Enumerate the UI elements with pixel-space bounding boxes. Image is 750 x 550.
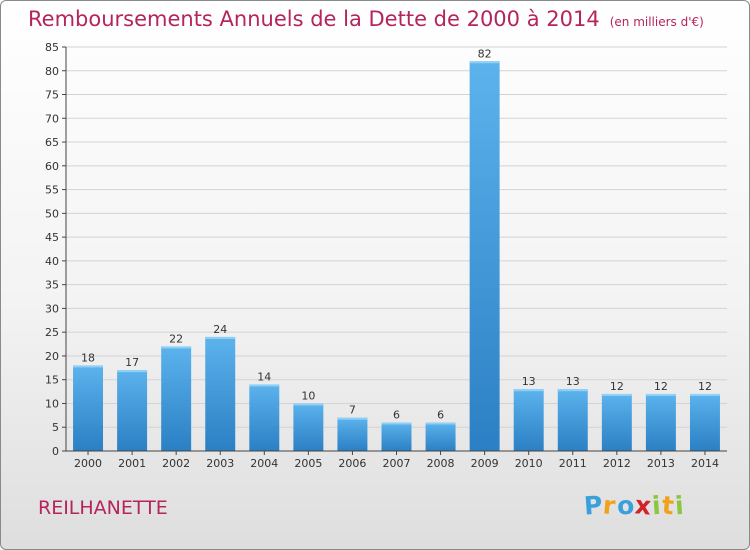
- y-tick-label: 0: [52, 445, 59, 458]
- y-tick-label: 35: [45, 279, 59, 292]
- title-unit: (en milliers d'€): [609, 15, 704, 29]
- y-tick-label: 10: [45, 397, 59, 410]
- bar-top-highlight: [557, 389, 588, 392]
- value-label-2013: 12: [654, 380, 668, 393]
- bar-2013: [645, 393, 676, 451]
- x-tick-label-2011: 2011: [559, 457, 587, 470]
- value-labels: 18 17 22 24 14 10 7 6 6 82 13 13 12 12 12: [81, 47, 712, 421]
- value-label-2009: 82: [478, 47, 492, 60]
- value-label-2012: 12: [610, 380, 624, 393]
- bar-top-highlight: [293, 403, 324, 406]
- logo-letter: i: [673, 490, 686, 521]
- y-tick-label: 80: [45, 65, 59, 78]
- y-tick-label: 50: [45, 207, 59, 220]
- bar-2011: [557, 389, 588, 451]
- y-tick-label: 40: [45, 255, 59, 268]
- logo-letter: o: [615, 490, 636, 521]
- bar-2012: [601, 393, 632, 451]
- bar-top-highlight: [249, 384, 280, 387]
- x-tick-label-2001: 2001: [118, 457, 146, 470]
- value-label-2010: 13: [522, 375, 536, 388]
- bar-top-highlight: [337, 417, 368, 420]
- value-label-2004: 14: [257, 370, 271, 383]
- bar-2001: [117, 370, 148, 451]
- x-tick-label-2012: 2012: [603, 457, 631, 470]
- value-label-2007: 6: [393, 408, 400, 421]
- y-tick-label: 60: [45, 160, 59, 173]
- value-label-2005: 10: [301, 389, 315, 402]
- y-axis-ticks: 0 5 10 15 20 25 30 35 40 45 50 55 60 65 70 75 80 85: [45, 41, 66, 458]
- bar-top-highlight: [425, 422, 456, 425]
- x-tick-label-2000: 2000: [74, 457, 102, 470]
- y-tick-label: 30: [45, 302, 59, 315]
- x-tick-label-2009: 2009: [471, 457, 499, 470]
- y-tick-label: 70: [45, 112, 59, 125]
- bar-top-highlight: [381, 422, 412, 425]
- x-tick-label-2006: 2006: [338, 457, 366, 470]
- x-tick-label-2004: 2004: [250, 457, 278, 470]
- x-tick-label-2014: 2014: [691, 457, 719, 470]
- value-label-2011: 13: [566, 375, 580, 388]
- value-label-2006: 7: [349, 404, 356, 417]
- bar-2000: [73, 365, 104, 451]
- y-tick-label: 5: [52, 421, 59, 434]
- x-tick-label-2008: 2008: [427, 457, 455, 470]
- place-name: REILHANETTE: [38, 497, 168, 519]
- value-label-2001: 17: [125, 356, 139, 369]
- y-tick-label: 65: [45, 136, 59, 149]
- bar-2004: [249, 384, 280, 451]
- bar-2006: [337, 417, 368, 451]
- value-label-2003: 24: [213, 323, 227, 336]
- y-tick-label: 85: [45, 41, 59, 54]
- y-tick-label: 75: [45, 89, 59, 102]
- bar-top-highlight: [513, 389, 544, 392]
- bar-2009: [469, 61, 500, 452]
- bar-top-highlight: [601, 393, 632, 396]
- bar-2014: [689, 393, 720, 451]
- bar-top-highlight: [469, 61, 500, 64]
- bar-top-highlight: [645, 393, 676, 396]
- x-tick-label-2005: 2005: [294, 457, 322, 470]
- title-main: Remboursements Annuels de la Dette de 20…: [28, 7, 600, 31]
- x-tick-label-2013: 2013: [647, 457, 675, 470]
- bar-top-highlight: [161, 346, 192, 349]
- value-label-2008: 6: [437, 408, 444, 421]
- value-label-2000: 18: [81, 351, 95, 364]
- y-tick-label: 15: [45, 374, 59, 387]
- x-axis-ticks: 2000 2001 2002 2003 2004 2005 2006 2007 2008 2009…: [74, 451, 719, 470]
- proxiti-logo: Proxiti: [583, 490, 686, 521]
- axes: [65, 47, 727, 452]
- value-label-2002: 22: [169, 332, 183, 345]
- bar-top-highlight: [73, 365, 104, 368]
- bar-2008: [425, 422, 456, 451]
- value-label-2014: 12: [698, 380, 712, 393]
- x-tick-label-2010: 2010: [515, 457, 543, 470]
- bars: [73, 61, 720, 452]
- bar-2003: [205, 336, 236, 451]
- x-tick-label-2002: 2002: [162, 457, 190, 470]
- y-tick-label: 25: [45, 326, 59, 339]
- bar-top-highlight: [117, 370, 148, 373]
- bar-2005: [293, 403, 324, 451]
- bar-top-highlight: [689, 393, 720, 396]
- bar-2007: [381, 422, 412, 451]
- chart-title: Remboursements Annuels de la Dette de 20…: [28, 7, 704, 31]
- bar-top-highlight: [205, 336, 236, 339]
- y-tick-label: 20: [45, 350, 59, 363]
- y-tick-label: 55: [45, 184, 59, 197]
- x-tick-label-2007: 2007: [383, 457, 411, 470]
- bar-2002: [161, 346, 192, 451]
- bar-2010: [513, 389, 544, 451]
- x-tick-label-2003: 2003: [206, 457, 234, 470]
- y-tick-label: 45: [45, 231, 59, 244]
